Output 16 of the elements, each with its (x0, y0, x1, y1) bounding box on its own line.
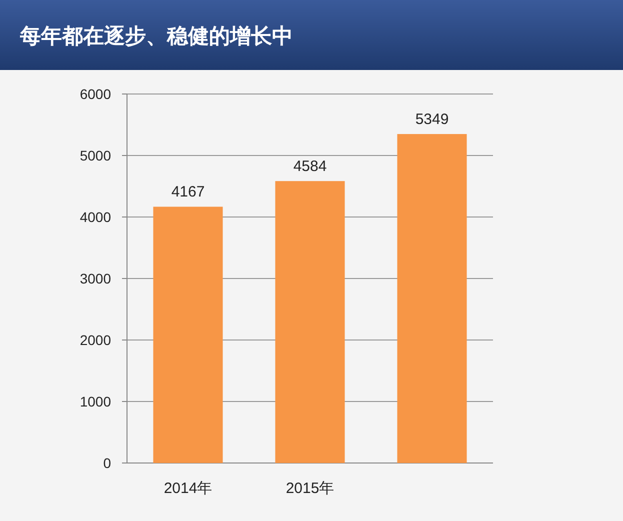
y-tick-label: 0 (103, 455, 112, 471)
bar (275, 181, 345, 463)
y-tick-label: 4000 (80, 209, 112, 225)
data-label: 4167 (171, 184, 205, 201)
y-tick-label: 3000 (80, 270, 112, 286)
data-label: 4584 (293, 158, 327, 176)
y-tick-label: 1000 (80, 394, 112, 410)
x-tick-label: 2014年 (164, 480, 212, 497)
y-tick-label: 6000 (80, 86, 112, 102)
x-tick-label: 2015年 (286, 480, 334, 497)
chart-title: 每年都在逐步、稳健的增长中 (19, 25, 293, 48)
bar (153, 206, 223, 463)
data-label: 5349 (415, 111, 449, 128)
y-tick-label: 2000 (80, 332, 112, 348)
y-tick-label: 5000 (80, 148, 112, 164)
bar (397, 134, 467, 463)
